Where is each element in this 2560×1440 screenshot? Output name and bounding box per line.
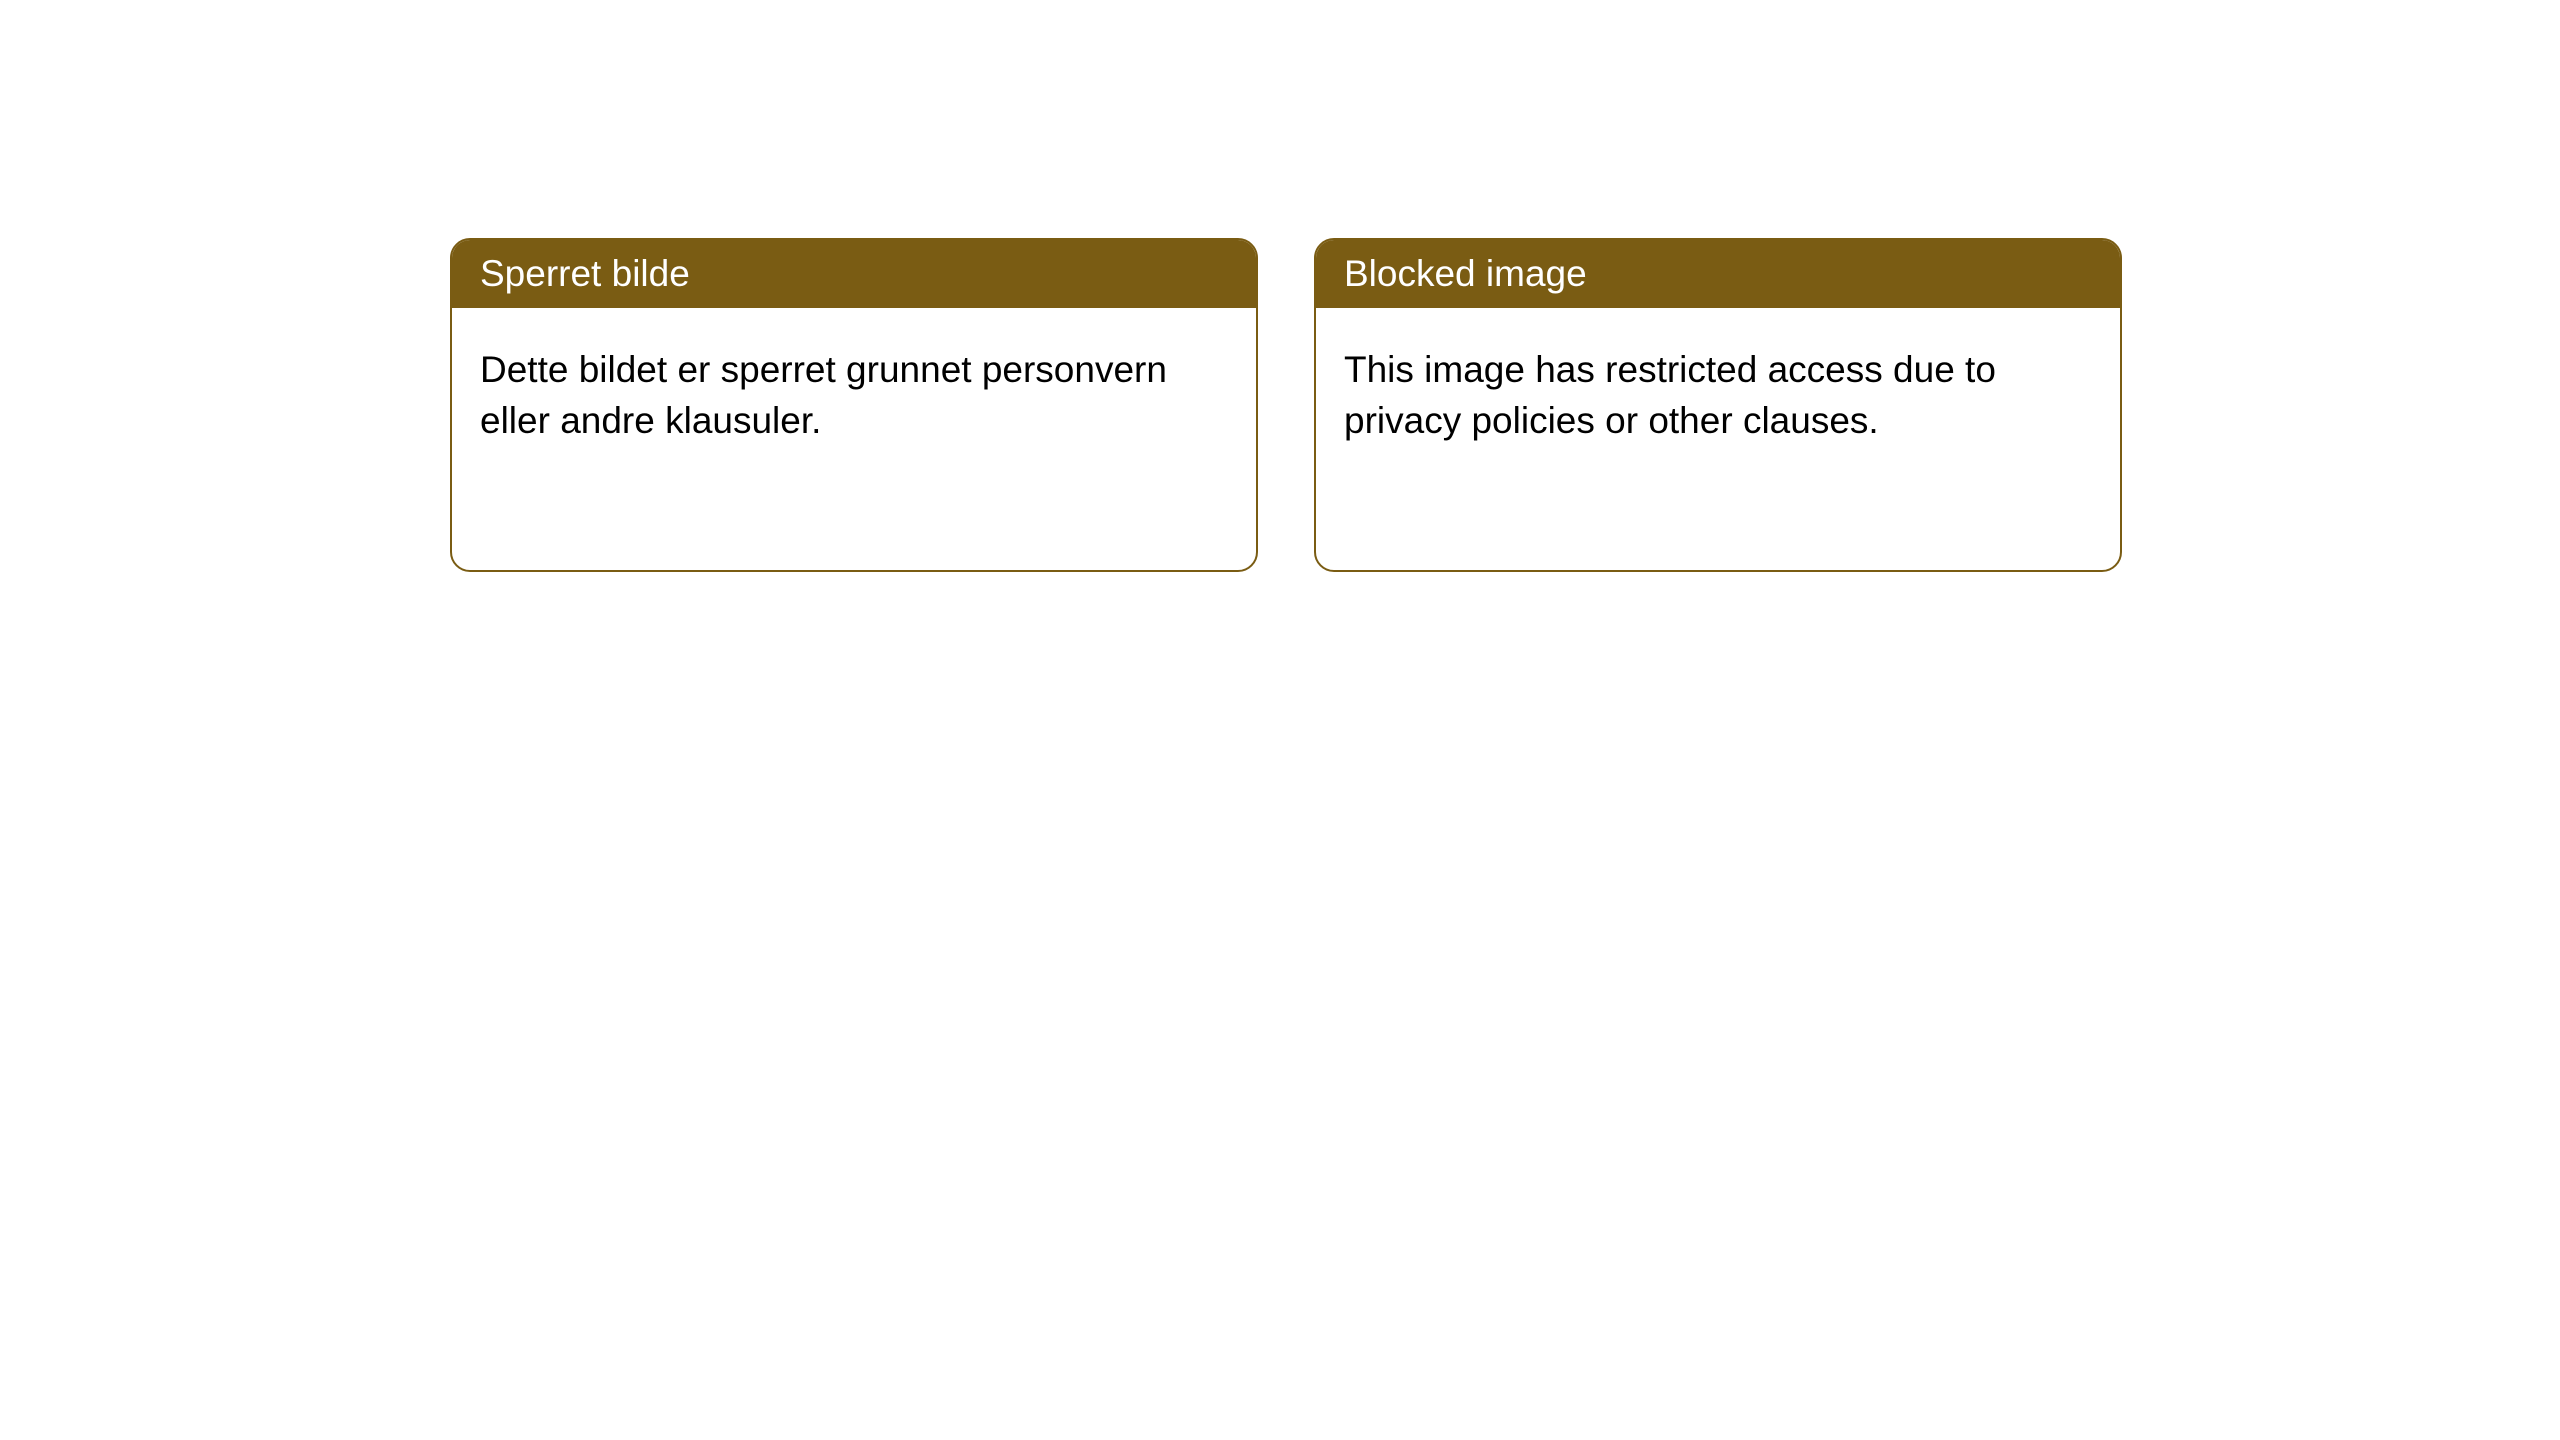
notice-title: Blocked image bbox=[1344, 253, 1587, 294]
notice-body: Dette bildet er sperret grunnet personve… bbox=[452, 308, 1256, 482]
notice-body: This image has restricted access due to … bbox=[1316, 308, 2120, 482]
notice-title: Sperret bilde bbox=[480, 253, 690, 294]
notice-header: Blocked image bbox=[1316, 240, 2120, 308]
notice-card-norwegian: Sperret bilde Dette bildet er sperret gr… bbox=[450, 238, 1258, 572]
notice-body-text: This image has restricted access due to … bbox=[1344, 349, 1996, 441]
notice-card-english: Blocked image This image has restricted … bbox=[1314, 238, 2122, 572]
notice-row: Sperret bilde Dette bildet er sperret gr… bbox=[0, 0, 2560, 572]
notice-header: Sperret bilde bbox=[452, 240, 1256, 308]
notice-body-text: Dette bildet er sperret grunnet personve… bbox=[480, 349, 1167, 441]
